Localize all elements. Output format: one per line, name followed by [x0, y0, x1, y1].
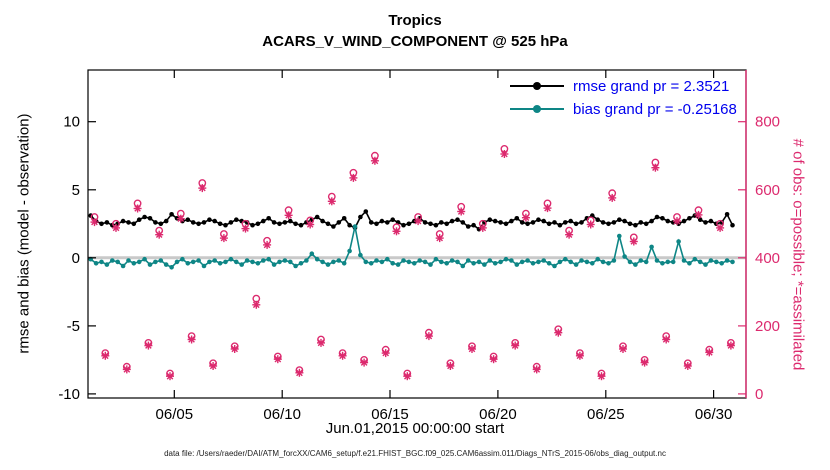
rmse-line-sample — [510, 82, 564, 90]
legend: rmse grand pr = 2.3521 bias grand pr = -… — [510, 77, 737, 125]
bias-dot-marker — [533, 105, 541, 113]
bias-series — [88, 224, 735, 270]
svg-text:06/05: 06/05 — [156, 406, 194, 423]
legend-label-rmse: rmse grand pr = 2.3521 — [573, 77, 730, 95]
svg-text:06/30: 06/30 — [695, 406, 733, 423]
x-axis-label: Jun.01,2015 00:00:00 start — [325, 420, 505, 437]
svg-text:-5: -5 — [67, 318, 80, 335]
svg-text:06/25: 06/25 — [587, 406, 625, 423]
svg-text:06/15: 06/15 — [371, 406, 409, 423]
data-file-path: data file: /Users/raeder/DAI/ATM_forcXX/… — [164, 449, 666, 458]
rmse-series — [88, 209, 735, 232]
svg-text:600: 600 — [755, 182, 780, 199]
obs_assimilated-series — [90, 150, 735, 381]
left-axis-ticks: -10 -5 0 5 10 — [58, 114, 96, 403]
right-axis-ticks: 0 200 400 600 800 — [738, 114, 780, 403]
axes-box — [87, 69, 747, 399]
plot-title-region: Tropics — [388, 12, 442, 29]
svg-text:0: 0 — [755, 386, 763, 403]
svg-text:-10: -10 — [58, 386, 80, 403]
legend-item-rmse: rmse grand pr = 2.3521 — [510, 77, 737, 95]
right-axis-label: # of obs: o=possible; *=assimilated — [789, 138, 807, 371]
svg-text:200: 200 — [755, 318, 780, 335]
svg-text:800: 800 — [755, 114, 780, 131]
left-axis-label: rmse and bias (model - observation) — [15, 113, 33, 354]
svg-text:5: 5 — [72, 182, 80, 199]
svg-text:06/10: 06/10 — [263, 406, 301, 423]
legend-item-bias: bias grand pr = -0.25168 — [510, 100, 737, 118]
x-axis-ticks: 06/05 06/10 06/15 06/20 06/25 06/30 — [156, 70, 733, 423]
bias-line-sample — [510, 105, 564, 113]
svg-text:0: 0 — [72, 250, 80, 267]
legend-label-bias: bias grand pr = -0.25168 — [573, 100, 737, 118]
svg-text:10: 10 — [63, 114, 80, 131]
plot-title-variable: ACARS_V_WIND_COMPONENT @ 525 hPa — [262, 33, 568, 50]
rmse-dot-marker — [533, 82, 541, 90]
svg-text:400: 400 — [755, 250, 780, 267]
svg-text:06/20: 06/20 — [479, 406, 517, 423]
